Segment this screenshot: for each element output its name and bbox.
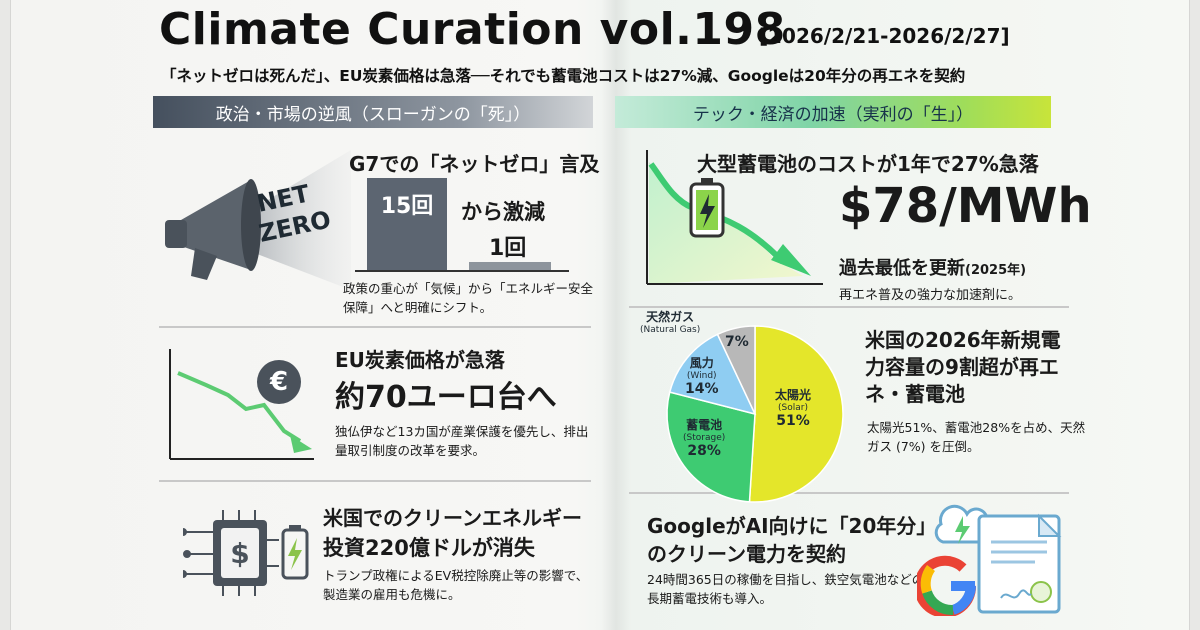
us-clean-energy-value: 投資220億ドルが消失 [323,536,535,560]
us-clean-energy-note: トランプ政権によるEV税控除廃止等の影響で、製造業の雇用も危機に。 [323,568,589,602]
band-right-label: テック・経済の加速（実利の「生」） [692,104,974,125]
storage-pct: 28% [687,443,721,459]
wind-pct: 14% [685,381,719,397]
google-contract-icon [917,504,1062,616]
eu-carbon-value: 約70ユーロ台へ [335,380,557,415]
page-subtitle: 「ネットゼロは死んだ」、EU炭素価格は急落──それでも蓄電池コストは27%減、G… [161,67,966,85]
section-divider [159,326,591,328]
svg-text:$: $ [230,537,249,570]
gas-pct: 7% [725,334,749,350]
section-divider [629,306,1069,308]
bar-before-label: 15回 [380,194,434,219]
bar-baseline [355,270,569,272]
pie-svg [666,325,844,503]
storage-label: 蓄電池 [686,418,723,432]
pie-label-solar: 太陽光 (Solar) 51% [775,386,811,429]
bar-after-label: 1回 [489,236,527,261]
google-logo-icon [917,555,977,616]
record-label: 過去最低を更新 [839,258,965,279]
eu-carbon-title: EU炭素価格が急落 [335,348,505,372]
pie-slice-wind [668,333,757,416]
section-divider [629,492,1069,494]
wind-label: 風力 [689,356,714,370]
gas-label: 天然ガス [646,310,695,324]
euro-icon: € [257,360,301,404]
storage-en-label: (Storage) [683,433,726,443]
us-capacity-title: 米国の2026年新規電力容量の9割超が再エネ・蓄電池 [865,328,1061,406]
band-left-label: 政治・市場の逆風（スローガンの「死」） [215,104,531,125]
google-deal-note: 24時間365日の稼働を目指し、鉄空気電池などの長期蓄電技術も導入。 [647,572,925,606]
euro-symbol: € [269,367,289,397]
pie-slice-storage [666,391,756,503]
pie-slice-solar [748,325,844,503]
pie-label-gas-pct: 7% [725,334,749,350]
bar-before: 15回 [367,178,447,270]
date-range: [2026/2/21-2026/2/27] [759,24,1010,48]
gas-en-label: (Natural Gas) [640,325,701,335]
pie-label-storage: 蓄電池 (Storage) 28% [683,416,725,459]
megaphone-icon: NET ZERO [165,150,351,290]
pie-label-gas-title: 天然ガス (Natural Gas) [640,308,700,335]
us-clean-energy-title: 米国でのクリーンエネルギー [323,506,582,530]
page-fold-shadow [601,0,631,630]
g7-note: 政策の重心が「気候」から「エネルギー安全保障」へと明確にシフト。 [343,281,594,315]
battery-note: 再エネ普及の強力な加速剤に。 [839,288,1022,303]
g7-netzero-title: G7での「ネットゼロ」言及 [349,152,600,176]
us-capacity-note: 太陽光51%、蓄電池28%を占め、天然ガス (7%) を圧倒。 [867,420,1086,454]
battery-record-text: 過去最低を更新(2025年) [839,254,1026,280]
section-divider [159,480,591,482]
google-deal-title: GoogleがAI向けに「20年分」のクリーン電力を契約 [647,514,937,566]
solar-en-label: (Solar) [778,403,808,413]
capacity-pie-chart: 天然ガス (Natural Gas) 7% 風力 (Wind) 14% 蓄電池 … [635,306,865,506]
declining-chart-icon [169,349,314,460]
battery-icon [689,178,725,238]
circuit-dollar-icon: $ [183,510,309,596]
battery-cost-title: 大型蓄電池のコストが1年で27%急落 [697,152,1039,176]
bar-after [469,262,551,270]
solar-pct: 51% [776,413,810,429]
battery-price-value: $78/MWh [839,178,1092,234]
page-title: Climate Curation vol.198 [159,4,786,55]
wind-en-label: (Wind) [686,371,717,381]
drop-text: から激減 [461,200,545,224]
pie-label-wind: 風力 (Wind) 14% [685,354,719,397]
band-left-headwinds: 政治・市場の逆風（スローガンの「死」） [153,96,593,128]
infographic-page: Climate Curation vol.198 [2026/2/21-2026… [10,0,1190,630]
solar-label: 太陽光 [775,388,812,402]
eu-carbon-note: 独仏伊など13カ国が産業保護を優先し、排出量取引制度の改革を要求。 [335,424,589,458]
pie-slice-gas [716,325,756,415]
battery-cost-chart-icon [646,150,823,285]
record-year: (2025年) [965,263,1027,278]
band-right-acceleration: テック・経済の加速（実利の「生」） [615,96,1051,128]
